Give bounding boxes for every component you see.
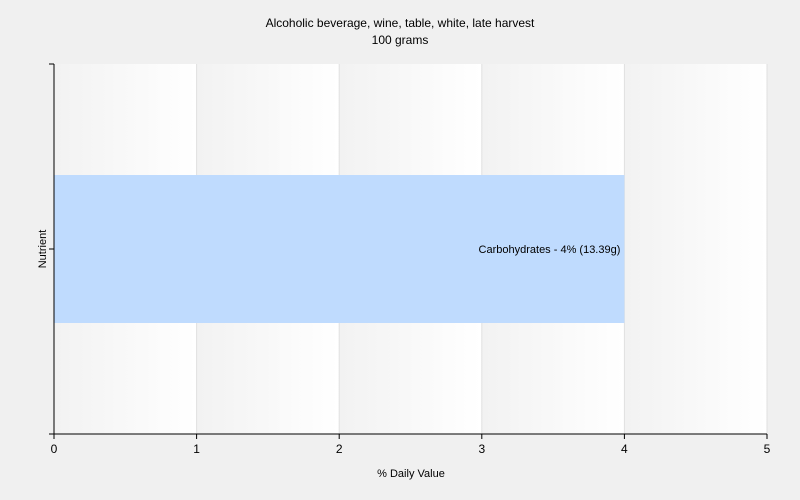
chart-title: Alcoholic beverage, wine, table, white, … <box>266 16 535 47</box>
chart-subtitle-text: 100 grams <box>372 33 429 47</box>
x-tick-label: 2 <box>336 442 343 456</box>
x-tick-label: 5 <box>764 442 771 456</box>
x-axis-ticks: 0 1 2 3 4 5 <box>51 434 771 456</box>
chart-title-text: Alcoholic beverage, wine, table, white, … <box>266 16 535 30</box>
plot-band <box>624 64 767 434</box>
x-tick-label: 1 <box>193 442 200 456</box>
x-tick-label: 0 <box>51 442 58 456</box>
bar <box>54 175 625 323</box>
x-tick-label: 4 <box>621 442 628 456</box>
x-axis-title: % Daily Value <box>377 468 445 480</box>
x-tick-label: 3 <box>478 442 485 456</box>
y-axis-title: Nutrient <box>37 230 49 269</box>
axes <box>49 63 767 435</box>
bar-data-label: Carbohydrates - 4% (13.39g) <box>479 244 621 256</box>
bars: Carbohydrates - 4% (13.39g) <box>54 175 625 323</box>
